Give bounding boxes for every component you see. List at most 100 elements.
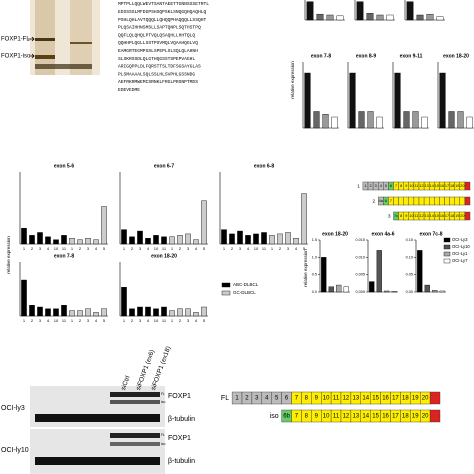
x-tick-label: 4 — [95, 318, 98, 323]
y-axis-label: relative expression — [303, 249, 308, 287]
chart-title: exon 7c-8 — [419, 231, 442, 237]
gel-label: FOXP1-iso — [1, 54, 31, 60]
x-tick-label: 1 — [71, 246, 74, 251]
bar — [193, 239, 199, 245]
cell-label: OCI-ly3 — [1, 405, 25, 412]
exon-label: 18 — [402, 414, 409, 420]
bar — [416, 14, 424, 21]
exon-label: 7 — [295, 414, 299, 420]
bar — [253, 233, 259, 245]
gel-lane — [35, 0, 55, 75]
y-tick-label: 0.010 — [355, 255, 365, 259]
x-tick-label: 2 — [179, 246, 182, 251]
exon-label: 18 — [402, 396, 409, 402]
row-label: FL — [221, 395, 229, 402]
chart-title: exon 8-9 — [356, 53, 377, 59]
band-label: iso — [161, 400, 166, 404]
band-label: FL — [161, 392, 165, 396]
exon-label: 8 — [400, 214, 402, 218]
bar — [85, 308, 91, 317]
row-label: 2 — [373, 198, 376, 204]
bar — [85, 238, 91, 245]
exon-label: 11 — [333, 396, 340, 402]
bar — [101, 308, 107, 317]
blot-band — [110, 433, 160, 438]
bar — [77, 310, 83, 317]
x-tick-label: 10 — [54, 318, 59, 323]
x-tick-label: 5 — [303, 246, 306, 251]
exon — [408, 196, 415, 206]
x-tick-label: 1 — [171, 318, 174, 323]
cell-label: OCI-ly10 — [1, 447, 29, 454]
x-tick-label: 4 — [147, 246, 150, 251]
bar — [412, 111, 419, 129]
gel-label: FOXP1-FL — [1, 37, 30, 43]
x-tick-label: 1 — [23, 246, 26, 251]
gel-band — [35, 38, 55, 41]
y-tick-label: 1.5 — [312, 238, 317, 242]
x-tick-label: 10 — [154, 246, 159, 251]
legend-label: OCI-Ly10 — [452, 244, 470, 249]
x-tick-label: 10 — [254, 246, 259, 251]
sequence-line: MPTPLLQQLWEVTSANTAEETTGNNSSSETRTL — [118, 1, 209, 7]
bar — [394, 72, 401, 129]
gel-band — [70, 42, 92, 44]
exon — [418, 196, 425, 206]
blot-band — [110, 392, 160, 397]
x-tick-label: 3 — [39, 318, 42, 323]
bar — [301, 193, 307, 245]
x-tick-label: 3 — [139, 318, 142, 323]
x-tick-label: 1 — [123, 246, 126, 251]
exon-label: 14 — [430, 184, 434, 188]
exon-label: 16 — [440, 184, 444, 188]
exon-label: 6 — [390, 184, 392, 188]
row-label: 3 — [388, 213, 391, 219]
chart-title: exon 18-20 — [322, 231, 348, 237]
x-tick-label: 1 — [223, 246, 226, 251]
sequence-line: ARIGQPPLDLFQRSTTSLTDFSGSAYGLAS — [118, 64, 201, 70]
y-tick-label: 0.005 — [355, 273, 365, 277]
exon — [459, 196, 466, 206]
bar — [29, 235, 35, 245]
exon-label: 19 — [412, 396, 419, 402]
band-label: FL — [161, 433, 165, 437]
y-tick-label: 1.0 — [312, 255, 317, 259]
y-tick-label: 0.15 — [406, 238, 413, 242]
sequence-line: QQFLQLQHQLPTVQLQSAQHLLHHTQLQ — [118, 32, 195, 38]
x-tick-label: 5 — [103, 318, 106, 323]
bar — [221, 229, 227, 245]
legend-label: OCI-Ly3 — [452, 237, 468, 242]
bar — [177, 235, 183, 245]
bar — [406, 1, 414, 21]
legend-label: GC-DLBCL — [233, 290, 256, 295]
chart-title: exon 6-8 — [254, 163, 275, 169]
chart-title: exon 7-8 — [311, 53, 332, 59]
exon-label: 5 — [275, 396, 279, 402]
exon-label: 15 — [372, 414, 379, 420]
exon-label: 10 — [409, 184, 413, 188]
bar — [424, 284, 430, 293]
y-tick-label: 0.5 — [312, 273, 317, 277]
exon-label: 13 — [425, 184, 429, 188]
bar — [356, 1, 364, 21]
exon-label: 7 — [390, 199, 392, 203]
bar — [322, 114, 329, 129]
bar — [69, 238, 75, 245]
exon-label: 19 — [455, 184, 459, 188]
x-tick-label: 3 — [87, 318, 90, 323]
bar — [316, 13, 324, 21]
protein-label: FOXP1 — [168, 393, 191, 400]
row-label: 1 — [357, 183, 360, 189]
x-tick-label: 3 — [239, 246, 242, 251]
gel-band — [35, 55, 55, 59]
exon-label: 20 — [460, 214, 464, 218]
bar — [45, 308, 51, 317]
legend-swatch — [443, 258, 451, 264]
exon-label: 8 — [400, 184, 402, 188]
bar — [386, 14, 394, 21]
exon-label: 6 — [285, 396, 289, 402]
x-tick-label: 3 — [39, 246, 42, 251]
bar — [169, 236, 175, 245]
exon — [464, 181, 471, 191]
bar — [277, 233, 283, 245]
